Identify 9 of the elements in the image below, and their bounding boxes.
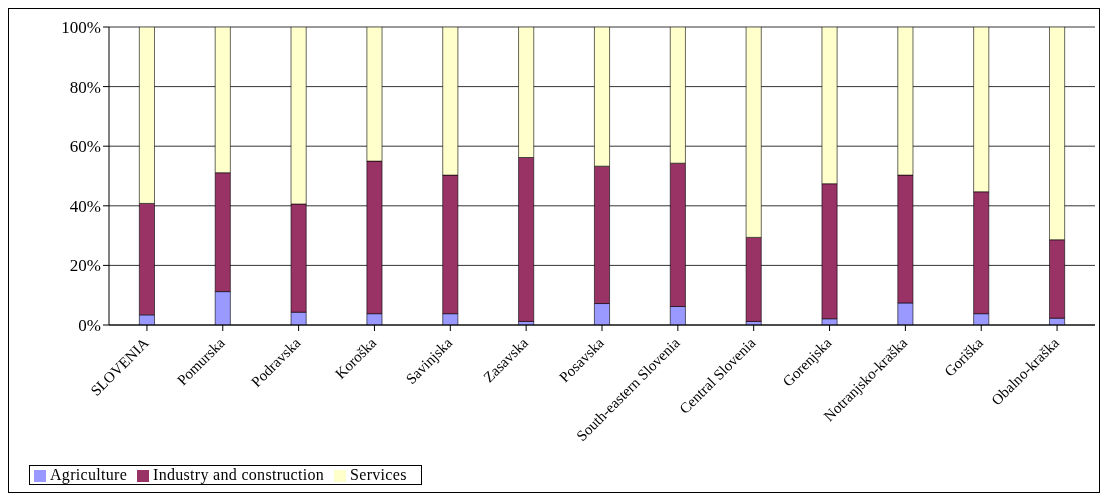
y-tick-label: 0%	[78, 316, 101, 336]
y-tick-label: 100%	[61, 18, 101, 38]
legend-label: Services	[350, 466, 407, 483]
y-tick-label: 60%	[69, 137, 101, 157]
y-tick-label: 20%	[69, 256, 101, 276]
legend-label: Industry and construction	[153, 466, 325, 483]
y-tick-label: 80%	[69, 77, 101, 97]
legend-label: Agriculture	[50, 466, 128, 483]
y-tick-label: 40%	[69, 196, 101, 216]
